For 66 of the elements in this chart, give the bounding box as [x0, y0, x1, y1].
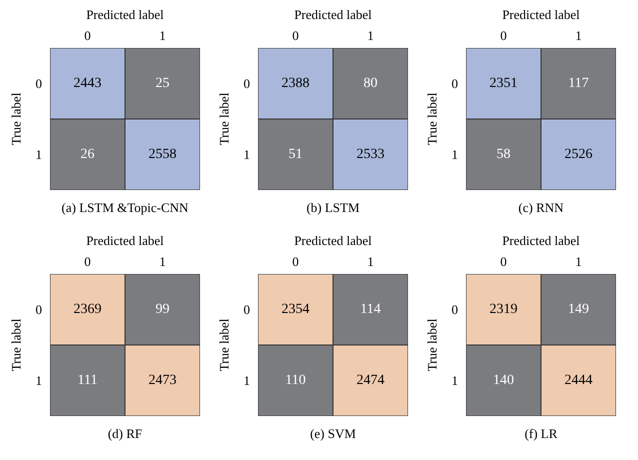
data-label: 51 — [288, 147, 302, 162]
text: (b) LSTM — [305, 200, 360, 216]
text: (e) SVM — [309, 426, 356, 442]
data-label: 2474 — [356, 373, 384, 388]
x-axis-title: Predicted label — [85, 7, 164, 22]
data-label: 2533 — [356, 147, 384, 162]
data-label: 2473 — [148, 373, 176, 388]
y-tick-label: 0 — [36, 76, 42, 92]
x-tick-label: 1 — [367, 28, 374, 43]
data-label: 99 — [156, 302, 170, 317]
x-axis-title: Predicted label — [501, 233, 580, 248]
y-tick-label: 0 — [244, 302, 250, 318]
x-tick-label: 1 — [159, 254, 166, 269]
text: (c) RNN — [517, 200, 564, 216]
y-tick-label: 0 — [452, 302, 458, 318]
x-tick-label: 1 — [575, 28, 582, 43]
data-label: 2354 — [282, 302, 310, 317]
x-axis-title: Predicted label — [293, 233, 372, 248]
data-label: 80 — [364, 76, 378, 91]
data-label: 25 — [156, 76, 170, 91]
y-tick-label: 1 — [36, 373, 42, 388]
data-label: 2526 — [564, 147, 592, 162]
data-label: 111 — [78, 373, 98, 388]
data-label: 140 — [493, 373, 514, 388]
y-axis-title: True label — [8, 92, 24, 146]
data-label: 58 — [496, 147, 510, 162]
x-tick-label: 0 — [292, 254, 299, 269]
y-tick-label: 1 — [36, 147, 42, 162]
x-tick-label: 0 — [84, 254, 91, 269]
y-axis-title: True label — [8, 318, 24, 372]
data-label: 2444 — [564, 373, 592, 388]
data-label: 117 — [568, 76, 589, 91]
data-label: 2388 — [282, 76, 310, 91]
y-axis-title: True label — [424, 318, 440, 372]
y-tick-label: 1 — [244, 147, 250, 162]
text: (d) RF — [106, 426, 142, 442]
x-tick-label: 0 — [84, 28, 91, 43]
y-tick-label: 0 — [452, 76, 458, 92]
y-tick-label: 1 — [452, 373, 458, 388]
data-label: 2558 — [148, 147, 176, 162]
data-label: 26 — [80, 147, 94, 162]
data-label: 110 — [285, 373, 306, 388]
x-tick-label: 1 — [575, 254, 582, 269]
y-axis-title: True label — [216, 92, 232, 146]
y-tick-label: 0 — [244, 76, 250, 92]
x-axis-title: Predicted label — [293, 7, 372, 22]
data-label: 2351 — [490, 76, 518, 91]
text: (f) LR — [524, 426, 558, 442]
data-label: 2443 — [74, 76, 102, 91]
data-label: 2369 — [74, 302, 102, 317]
y-axis-title: True label — [216, 318, 232, 372]
x-tick-label: 1 — [159, 28, 166, 43]
y-tick-label: 1 — [452, 147, 458, 162]
text: (a) LSTM &Topic-CNN — [60, 200, 188, 216]
y-axis-title: True label — [424, 92, 440, 146]
x-tick-label: 1 — [367, 254, 374, 269]
data-label: 149 — [568, 302, 589, 317]
x-tick-label: 0 — [292, 28, 299, 43]
x-axis-title: Predicted label — [501, 7, 580, 22]
x-tick-label: 0 — [500, 254, 507, 269]
y-tick-label: 1 — [244, 373, 250, 388]
data-label: 2319 — [490, 302, 518, 317]
x-tick-label: 0 — [500, 28, 507, 43]
y-tick-label: 0 — [36, 302, 42, 318]
data-label: 114 — [360, 302, 381, 317]
x-axis-title: Predicted label — [85, 233, 164, 248]
